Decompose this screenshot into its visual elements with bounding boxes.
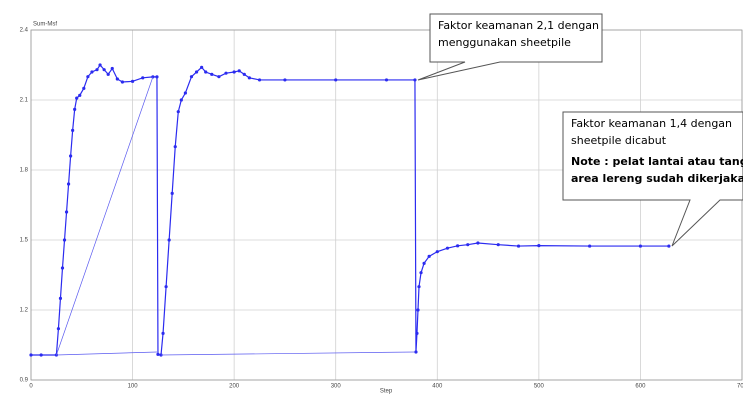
data-point [62, 238, 67, 242]
data-point [427, 254, 431, 258]
data-point [516, 244, 521, 248]
data-point [183, 91, 187, 95]
data-point [496, 243, 500, 247]
data-point [64, 210, 69, 214]
data-point [537, 244, 541, 248]
data-point [130, 79, 135, 83]
x-tick-label: 0 [29, 384, 33, 390]
x-tick-label: 300 [331, 384, 342, 390]
data-point [435, 250, 439, 254]
y-tick-label: 1.8 [20, 168, 29, 174]
data-point [422, 261, 426, 265]
x-tick-label: 200 [229, 384, 240, 390]
data-point [167, 238, 171, 242]
data-line [161, 351, 415, 356]
data-point [247, 76, 251, 80]
callout-text: menggunakan sheetpile [438, 36, 571, 49]
callout-text: sheetpile dicabut [571, 134, 667, 147]
x-tick-label: 500 [534, 384, 545, 390]
data-point [210, 72, 214, 76]
data-point [120, 80, 125, 84]
plot-frame [30, 29, 743, 381]
data-point [194, 70, 199, 74]
data-point [106, 72, 110, 76]
data-point [283, 78, 287, 82]
data-point [156, 352, 160, 356]
data-point [176, 110, 180, 114]
x-axis-label: Step [380, 389, 393, 395]
data-point [456, 244, 460, 248]
x-tick-label: 700 [737, 384, 743, 390]
callout-text: Faktor keamanan 1,4 dengan [571, 117, 732, 130]
data-point [69, 154, 73, 158]
data-point [159, 353, 163, 357]
data-point [58, 296, 63, 300]
data-point [155, 75, 159, 79]
y-tick-label: 1.2 [20, 308, 29, 314]
data-line [56, 76, 154, 356]
data-point [667, 244, 671, 248]
data-point [98, 63, 102, 67]
data-point [73, 107, 77, 111]
data-point [102, 68, 106, 72]
data-point [413, 78, 417, 82]
data-point [60, 266, 65, 270]
data-point [141, 76, 145, 80]
y-tick-label: 1.5 [20, 238, 29, 244]
data-point [419, 271, 423, 275]
data-point [82, 86, 86, 90]
data-point [237, 69, 241, 73]
y-tick-label: 2.1 [20, 98, 29, 104]
data-point [90, 70, 94, 74]
data-point [200, 65, 204, 69]
data-point [170, 191, 174, 195]
callout-box [562, 111, 743, 247]
data-point [39, 353, 43, 357]
x-tick-label: 600 [635, 384, 646, 390]
data-point [414, 350, 418, 354]
y-tick-label: 2.4 [20, 28, 29, 34]
data-point [29, 353, 33, 357]
data-point [78, 93, 82, 97]
data-point [75, 96, 79, 100]
data-point [417, 285, 421, 289]
x-tick-label: 100 [128, 384, 139, 390]
data-point [232, 70, 236, 74]
callout-note: Note : pelat lantai atau tangga [571, 155, 743, 168]
data-point [416, 308, 420, 312]
data-point [334, 78, 338, 82]
data-point [56, 327, 61, 331]
data-point [66, 182, 71, 186]
data-point [257, 78, 262, 82]
callout-note: area lereng sudah dikerjakan [571, 172, 743, 185]
data-point [384, 78, 389, 82]
data-point [638, 244, 643, 248]
y-axis-label: Sum-Msf [33, 22, 57, 28]
data-point [115, 77, 119, 81]
callout-text: Faktor keamanan 2,1 dengan [438, 19, 599, 32]
data-point [445, 246, 450, 250]
x-tick-label: 400 [432, 384, 443, 390]
y-tick-label: 0.9 [20, 378, 29, 384]
data-point [179, 98, 183, 102]
data-point [466, 243, 470, 247]
callout-box [417, 13, 603, 81]
data-point [71, 128, 75, 132]
data-point [161, 331, 165, 335]
data-point [164, 285, 168, 289]
data-point [588, 244, 592, 248]
data-point [86, 75, 90, 79]
data-point [95, 68, 99, 72]
data-point [217, 75, 221, 79]
data-point [173, 145, 177, 149]
data-line [56, 351, 157, 356]
data-point [110, 66, 114, 71]
data-point [189, 75, 194, 79]
data-point [224, 71, 228, 75]
data-point [415, 331, 419, 335]
data-point [242, 72, 246, 76]
data-point [476, 241, 480, 245]
data-point [204, 70, 208, 74]
